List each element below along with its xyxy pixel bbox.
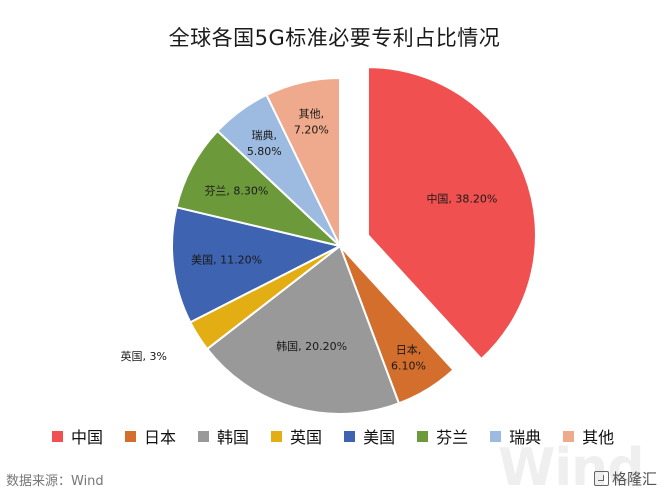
legend-swatch-2 <box>125 430 137 442</box>
pie-chart: 中国, 38.20% 日本, 6.10% 韩国, 20.20% 英国, 3% 美国, 11… <box>120 66 537 415</box>
legend-swatch-6 <box>417 430 429 442</box>
pie-slice-3 <box>205 244 401 415</box>
chart-legend: 中国 日本 韩国 英国 美国 芬兰 瑞典 其他 <box>52 423 652 449</box>
legend-item-2: 日本 <box>125 424 176 448</box>
brand-name: 格隆汇 <box>612 470 658 488</box>
pie-slice-1 <box>366 66 537 361</box>
pie-slice-5 <box>171 206 343 324</box>
legend-label-1: 中国 <box>71 428 104 447</box>
legend-swatch-7 <box>490 430 502 442</box>
data-label-2: 日本, 6.10% <box>391 343 426 373</box>
legend-item-3: 韩国 <box>198 424 249 448</box>
legend-swatch-3 <box>198 430 210 442</box>
brand-icon <box>594 471 609 486</box>
legend-item-7: 瑞典 <box>490 424 541 448</box>
legend-swatch-8 <box>563 430 575 442</box>
data-label-3: 韩国, 20.20% <box>276 339 347 353</box>
legend-swatch-4 <box>271 430 283 442</box>
legend-label-5: 美国 <box>363 428 396 447</box>
legend-swatch-5 <box>344 430 356 442</box>
chart-title: 全球各国5G标准必要专利占比情况 <box>168 26 501 50</box>
data-label-8: 其他, 7.20% <box>294 108 329 137</box>
data-source: 数据来源：Wind <box>6 474 104 489</box>
data-label-4: 英国, 3% <box>120 349 166 363</box>
legend-label-3: 韩国 <box>217 428 250 447</box>
legend-label-6: 芬兰 <box>436 428 469 447</box>
data-label-1: 中国, 38.20% <box>426 193 497 206</box>
legend-label-4: 英国 <box>290 428 323 447</box>
pie-slice-8 <box>265 76 341 247</box>
legend-label-7: 瑞典 <box>509 428 542 447</box>
legend-item-5: 美国 <box>344 424 395 448</box>
legend-item-1: 中国 <box>52 424 103 448</box>
pie-slice-6 <box>175 129 344 248</box>
legend-item-4: 英国 <box>271 424 322 448</box>
brand-logo: 格隆汇 <box>594 468 657 489</box>
wind-watermark: Wind <box>498 438 644 498</box>
data-label-7: 瑞典, 5.80% <box>247 128 282 158</box>
data-label-6: 芬兰, 8.30% <box>204 184 268 197</box>
legend-label-8: 其他 <box>582 428 615 447</box>
legend-swatch-1 <box>52 430 63 442</box>
legend-item-6: 芬兰 <box>417 424 468 448</box>
data-label-5: 美国, 11.20% <box>191 254 262 267</box>
legend-label-2: 日本 <box>144 428 177 447</box>
legend-item-8: 其他 <box>563 424 614 448</box>
